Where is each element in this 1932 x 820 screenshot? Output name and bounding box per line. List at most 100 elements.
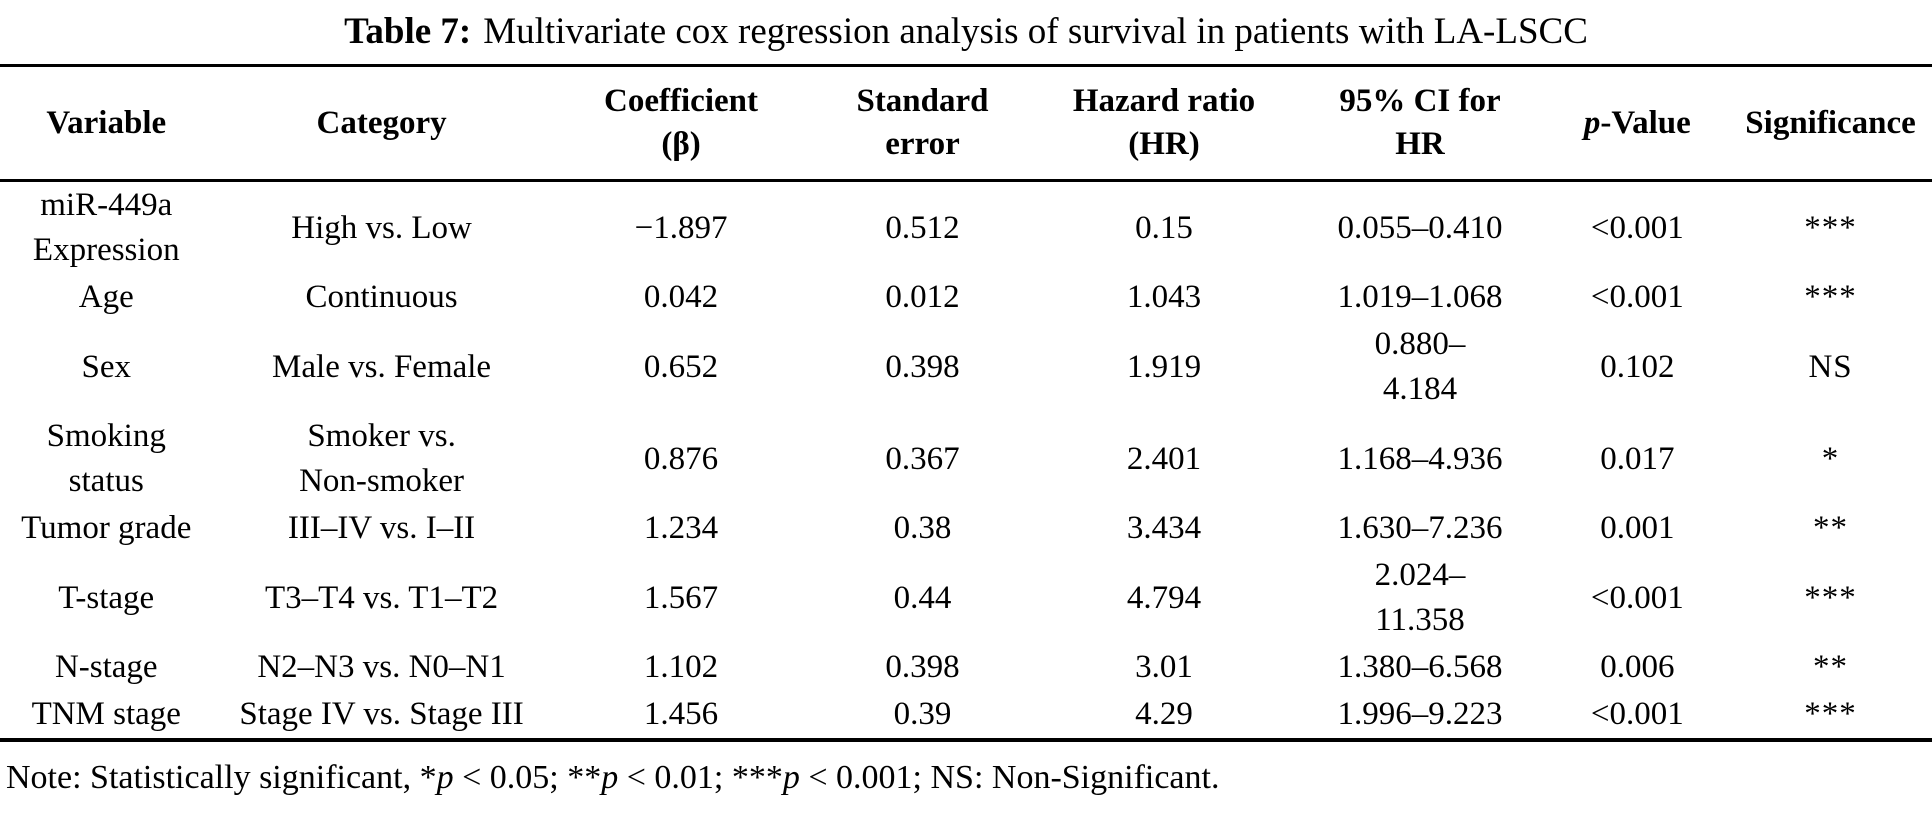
- table-row: Smoking status Smoker vs. Non-smoker 0.876…: [0, 413, 1932, 505]
- cell-ci_95: 1.168–4.936: [1337, 440, 1503, 477]
- col-header-coefficient: Coefficient (β): [604, 83, 758, 162]
- cell-category: Continuous: [305, 279, 458, 315]
- cell-standard_error: 0.38: [893, 510, 952, 546]
- note-text-segment: *: [419, 759, 437, 796]
- cell-standard_error: 0.012: [885, 279, 960, 315]
- cell-standard_error: 0.367: [885, 440, 960, 477]
- cell-p_value: 0.017: [1600, 440, 1675, 477]
- cell-ci_95: 0.880– 4.184: [1374, 326, 1466, 407]
- cell-coefficient: 1.567: [643, 579, 719, 616]
- cell-significance: ***: [1804, 579, 1857, 616]
- header-row: Variable Category Coefficient (β) Standard …: [0, 66, 1932, 181]
- cell-ci_95: 1.630–7.236: [1337, 510, 1503, 546]
- note-text-segment: Note: Statistically significant,: [6, 759, 420, 796]
- col-header-category: Category: [316, 104, 447, 141]
- cell-standard_error: 0.39: [893, 696, 952, 732]
- table-note: Note: Statistically significant, *p < 0.…: [6, 756, 1932, 800]
- cell-coefficient: −1.897: [634, 209, 728, 246]
- cell-significance: NS: [1808, 348, 1853, 385]
- cell-significance: **: [1813, 510, 1849, 546]
- cox-regression-table: Variable Category Coefficient (β) Standard …: [0, 64, 1932, 742]
- col-header-p_value: p-Value: [1583, 104, 1691, 141]
- note-text-segment: < 0.001; NS: Non-Significant.: [799, 759, 1220, 796]
- table-row: T-stage T3–T4 vs. T1–T2 1.567 0.44 4.794 2.02…: [0, 552, 1932, 644]
- cell-standard_error: 0.44: [893, 579, 952, 616]
- cell-significance: ***: [1804, 209, 1857, 246]
- col-header-ci_95: 95% CI for HR: [1339, 83, 1501, 162]
- cell-coefficient: 1.234: [643, 510, 719, 546]
- cell-ci_95: 0.055–0.410: [1337, 209, 1503, 246]
- cell-hazard_ratio: 1.919: [1126, 348, 1202, 385]
- cell-significance: ***: [1804, 279, 1857, 315]
- cell-category: Smoker vs. Non-smoker: [299, 418, 465, 499]
- cell-hazard_ratio: 3.434: [1126, 510, 1202, 546]
- table-row: miR-449a Expression High vs. Low −1.897 0.5…: [0, 181, 1932, 275]
- cell-hazard_ratio: 3.01: [1135, 649, 1193, 685]
- cell-category: N2–N3 vs. N0–N1: [257, 649, 506, 685]
- table-caption-text: Multivariate cox regression analysis of …: [483, 11, 1588, 52]
- table-row: Tumor grade III–IV vs. I–II 1.234 0.38 3.434…: [0, 505, 1932, 552]
- cell-p_value: 0.006: [1600, 649, 1675, 685]
- cell-category: Stage IV vs. Stage III: [239, 696, 524, 732]
- cell-ci_95: 2.024– 11.358: [1374, 557, 1466, 638]
- cell-variable: N-stage: [54, 649, 158, 685]
- cell-coefficient: 1.456: [643, 696, 719, 732]
- cell-p_value: <0.001: [1590, 209, 1684, 246]
- table-row: N-stage N2–N3 vs. N0–N1 1.102 0.398 3.01 1.38…: [0, 644, 1932, 691]
- cell-standard_error: 0.398: [885, 348, 960, 385]
- note-italic-p: p: [782, 759, 800, 796]
- cell-variable: T-stage: [58, 579, 155, 616]
- cell-ci_95: 1.996–9.223: [1337, 696, 1503, 732]
- note-text-segment: < 0.01;: [618, 759, 732, 796]
- cell-variable: miR-449a Expression: [32, 187, 180, 268]
- cell-coefficient: 1.102: [643, 649, 719, 685]
- cell-hazard_ratio: 2.401: [1126, 440, 1202, 477]
- cell-hazard_ratio: 1.043: [1126, 279, 1202, 315]
- cell-hazard_ratio: 4.29: [1135, 696, 1193, 732]
- table-body: miR-449a Expression High vs. Low −1.897 0.5…: [0, 181, 1932, 741]
- cell-hazard_ratio: 0.15: [1135, 209, 1193, 246]
- cell-coefficient: 0.876: [643, 440, 719, 477]
- cell-variable: Age: [78, 279, 134, 315]
- cell-ci_95: 1.019–1.068: [1337, 279, 1503, 315]
- table-number-label: Table 7:: [344, 11, 472, 52]
- table-row: Age Continuous 0.042 0.012 1.043 1.019–1.068 <…: [0, 274, 1932, 321]
- col-header-standard_error: Standard error: [856, 83, 989, 162]
- italic-p: p: [1583, 104, 1601, 141]
- cell-p_value: 0.001: [1600, 510, 1675, 546]
- col-header-variable: Variable: [46, 104, 167, 141]
- note-italic-p: p: [436, 759, 454, 796]
- col-header-hazard_ratio: Hazard ratio (HR): [1072, 83, 1256, 162]
- cell-category: III–IV vs. I–II: [287, 510, 476, 546]
- table-title: Table 7: Multivariate cox regression anal…: [0, 0, 1932, 64]
- table-row: Sex Male vs. Female 0.652 0.398 1.919 0.880– …: [0, 321, 1932, 413]
- cell-significance: ***: [1804, 696, 1857, 732]
- note-text-segment: ***: [731, 759, 783, 796]
- cell-significance: **: [1813, 649, 1849, 685]
- cell-variable: Smoking status: [46, 418, 166, 499]
- cell-significance: *: [1821, 440, 1840, 477]
- col-header-significance: Significance: [1745, 104, 1916, 141]
- cell-coefficient: 0.042: [643, 279, 719, 315]
- note-text-segment: **: [567, 759, 602, 796]
- cell-standard_error: 0.512: [885, 209, 960, 246]
- cell-category: High vs. Low: [291, 209, 472, 246]
- cell-standard_error: 0.398: [885, 649, 960, 685]
- cell-hazard_ratio: 4.794: [1126, 579, 1202, 616]
- cell-category: T3–T4 vs. T1–T2: [264, 579, 499, 616]
- cell-p_value: <0.001: [1590, 696, 1684, 732]
- cell-variable: Tumor grade: [21, 510, 192, 546]
- table-header: Variable Category Coefficient (β) Standard …: [0, 66, 1932, 181]
- cell-variable: TNM stage: [31, 696, 181, 732]
- cell-p_value: <0.001: [1590, 279, 1684, 315]
- cell-coefficient: 0.652: [643, 348, 719, 385]
- note-italic-p: p: [601, 759, 619, 796]
- cell-p_value: 0.102: [1600, 348, 1675, 385]
- cell-category: Male vs. Female: [272, 348, 492, 385]
- cell-p_value: <0.001: [1590, 579, 1684, 616]
- table-row: TNM stage Stage IV vs. Stage III 1.456 0.39…: [0, 691, 1932, 740]
- cell-variable: Sex: [81, 348, 132, 385]
- note-text-segment: < 0.05;: [453, 759, 568, 796]
- cell-ci_95: 1.380–6.568: [1337, 649, 1503, 685]
